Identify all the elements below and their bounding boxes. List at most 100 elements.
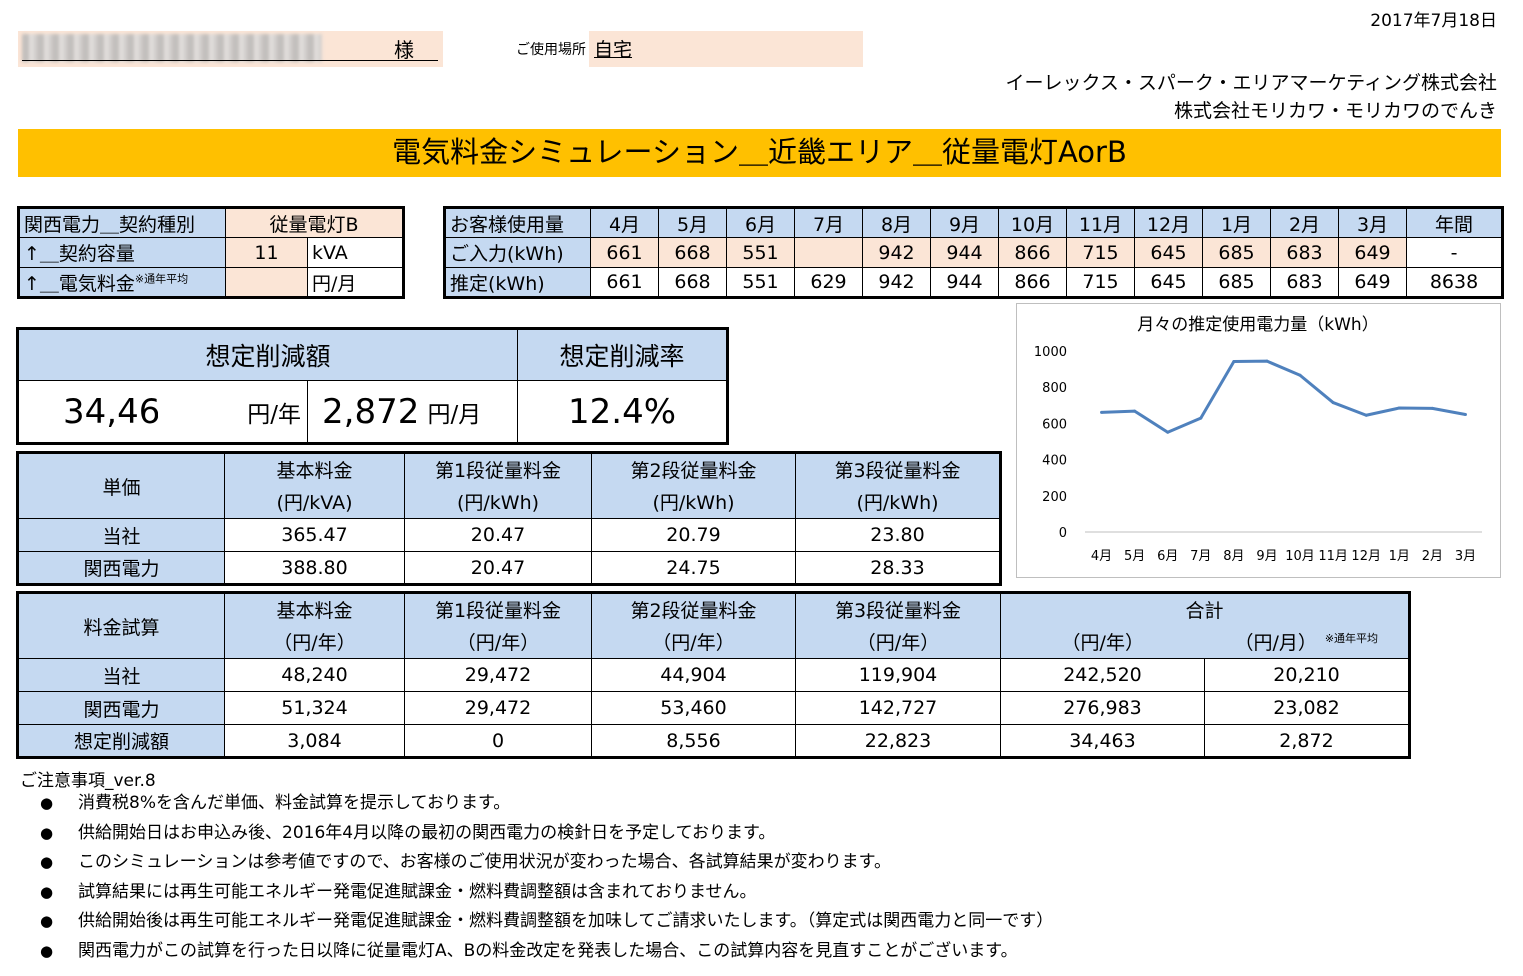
electric-fee-label-text: ↑＿電気料金	[24, 272, 135, 295]
savings-summary-table: 想定削減額 想定削減率 34,463 円/年 2,872 円/月 12.4%	[16, 327, 730, 445]
usage-header-label: お客様使用量	[444, 207, 591, 238]
usage-estimate-cell: 866	[998, 267, 1067, 298]
usage-input-cell[interactable]: 944	[930, 237, 999, 268]
chart-title: 月々の推定使用電力量（kWh）	[1137, 314, 1378, 335]
usage-estimate-cell: 661	[590, 267, 659, 298]
fee-calc-unit: （円/年）	[795, 625, 1001, 659]
table-cell: 44,904	[591, 658, 796, 692]
usage-place-label: ご使用場所	[516, 42, 586, 58]
monthly-savings-value: 2,872	[307, 380, 428, 444]
unit-price-header: 第2段従量料金	[591, 452, 796, 486]
usage-input-cell[interactable]: 866	[998, 237, 1067, 268]
table-cell: 20.47	[404, 551, 592, 585]
electric-fee-label: ↑＿電気料金※通年平均	[18, 267, 226, 298]
data-point	[1265, 359, 1269, 363]
usage-input-cell[interactable]	[794, 237, 863, 268]
usage-input-cell: -	[1406, 237, 1503, 268]
contract-capacity-value[interactable]: 11	[225, 237, 308, 268]
note-text: 試算結果には再生可能エネルギー発電促進賦課金・燃料費調整額は含まれておりません。	[78, 881, 757, 902]
note-item: ● 供給開始日はお申込み後、2016年4月以降の最初の関西電力の検針日を予定してお…	[40, 820, 1053, 850]
usage-input-cell[interactable]: 661	[590, 237, 659, 268]
month-header: 9月	[930, 207, 999, 238]
annual-average-note: ※通年平均	[134, 272, 189, 286]
month-header: 1月	[1202, 207, 1271, 238]
data-point	[1397, 406, 1401, 410]
month-header: 10月	[998, 207, 1067, 238]
table-cell: 142,727	[795, 691, 1001, 725]
month-header: 3月	[1338, 207, 1407, 238]
data-point	[1199, 416, 1203, 420]
annual-average-note: ※通年平均	[1324, 631, 1379, 645]
usage-estimate-cell: 8638	[1406, 267, 1503, 298]
usage-estimate-cell: 649	[1338, 267, 1407, 298]
bullet-icon: ●	[40, 912, 54, 931]
usage-input-label: ご入力(kWh)	[444, 237, 591, 268]
table-row: 関西電力 388.80 20.47 24.75 28.33	[17, 551, 1001, 585]
data-point	[1430, 406, 1434, 410]
data-point	[1133, 409, 1137, 413]
table-row: 当社 48,240 29,472 44,904 119,904 242,520 …	[17, 658, 1411, 692]
month-header: 4月	[590, 207, 659, 238]
usage-input-cell[interactable]: 715	[1066, 237, 1135, 268]
usage-input-cell[interactable]: 942	[862, 237, 931, 268]
unit-price-unit: (円/kWh)	[795, 485, 1001, 519]
note-item: ● 消費税8%を含んだ単価、料金試算を提示しております。	[40, 790, 1053, 820]
y-tick-label: 600	[1042, 417, 1067, 432]
usage-input-cell[interactable]: 649	[1338, 237, 1407, 268]
table-cell: 29,472	[404, 658, 592, 692]
yearly-savings-value: 34,463	[17, 380, 158, 444]
fee-calc-corner: 料金試算	[17, 592, 225, 659]
usage-estimate-cell: 551	[726, 267, 795, 298]
x-tick-label: 3月	[1455, 549, 1476, 564]
note-text: 供給開始後は再生可能エネルギー発電促進賦課金・燃料費調整額を加味してご請求いたし…	[78, 911, 1054, 932]
usage-place-value: 自宅	[594, 39, 633, 61]
contract-capacity-label: ↑＿契約容量	[18, 237, 226, 268]
table-cell: 20.79	[591, 518, 796, 552]
savings-rate-value: 12.4%	[517, 380, 729, 444]
x-tick-label: 1月	[1389, 549, 1410, 564]
x-tick-label: 6月	[1157, 549, 1178, 564]
usage-table: お客様使用量 4月 5月 6月 7月 8月 9月 10月 11月 12月 1月 2月 3月 年間 ご入力…	[443, 206, 1504, 299]
month-header: 年間	[1406, 207, 1503, 238]
note-text: 供給開始日はお申込み後、2016年4月以降の最初の関西電力の検針日を予定しており…	[78, 822, 776, 843]
month-header: 8月	[862, 207, 931, 238]
data-point	[1298, 373, 1302, 377]
row-label: 当社	[17, 658, 225, 692]
row-label: 当社	[17, 518, 225, 552]
x-tick-label: 10月	[1285, 549, 1315, 564]
notes-list: ● 消費税8%を含んだ単価、料金試算を提示しております。 ● 供給開始日はお申込み後、…	[40, 790, 1053, 968]
note-text: このシミュレーションは参考値ですので、お客様のご使用状況が変わった場合、各試算結…	[78, 852, 891, 873]
usage-input-cell[interactable]: 645	[1134, 237, 1203, 268]
chart-canvas: 月々の推定使用電力量（kWh） 0 200 400 600 800 1000 4月 5月 6月 7月…	[1034, 314, 1482, 564]
fee-calc-header: 第2段従量料金	[591, 592, 796, 626]
electric-fee-value[interactable]	[225, 267, 308, 298]
contract-type-value[interactable]: 従量電灯B	[224, 207, 405, 238]
fee-calc-unit: （円/月）	[1234, 632, 1317, 655]
unit-price-header: 第3段従量料金	[795, 452, 1001, 486]
table-cell: 242,520	[1000, 658, 1205, 692]
table-cell: 28.33	[795, 551, 1001, 585]
usage-input-cell[interactable]: 685	[1202, 237, 1271, 268]
usage-input-cell[interactable]: 668	[658, 237, 727, 268]
fee-calc-monthly-unit: （円/月） ※通年平均	[1204, 625, 1411, 659]
table-cell: 29,472	[404, 691, 592, 725]
note-item: ● 関西電力がこの試算を行った日以降に従量電灯A、Bの料金改定を発表した場合、この…	[40, 938, 1053, 968]
unit-price-header: 第1段従量料金	[404, 452, 592, 486]
x-tick-label: 9月	[1256, 549, 1277, 564]
data-point	[1100, 410, 1104, 414]
fee-calc-unit: （円/年）	[1000, 625, 1205, 659]
table-cell: 388.80	[224, 551, 405, 585]
table-cell: 23.80	[795, 518, 1001, 552]
company-name-primary: イーレックス・スパーク・エリアマーケティング株式会社	[1005, 72, 1497, 94]
bullet-icon: ●	[40, 794, 54, 812]
fee-calc-total-header: 合計	[999, 592, 1411, 626]
usage-input-cell[interactable]: 683	[1270, 237, 1339, 268]
usage-input-cell[interactable]: 551	[726, 237, 795, 268]
x-tick-label: 8月	[1223, 549, 1244, 564]
savings-amount-header: 想定削減額	[16, 328, 519, 381]
unit-price-table: 単価 基本料金 第1段従量料金 第2段従量料金 第3段従量料金 (円/kVA) …	[16, 451, 1002, 586]
yearly-savings-unit: 円/年	[157, 380, 308, 444]
table-cell: 24.75	[591, 551, 796, 585]
y-tick-label: 800	[1042, 381, 1067, 396]
usage-estimate-cell: 944	[930, 267, 999, 298]
